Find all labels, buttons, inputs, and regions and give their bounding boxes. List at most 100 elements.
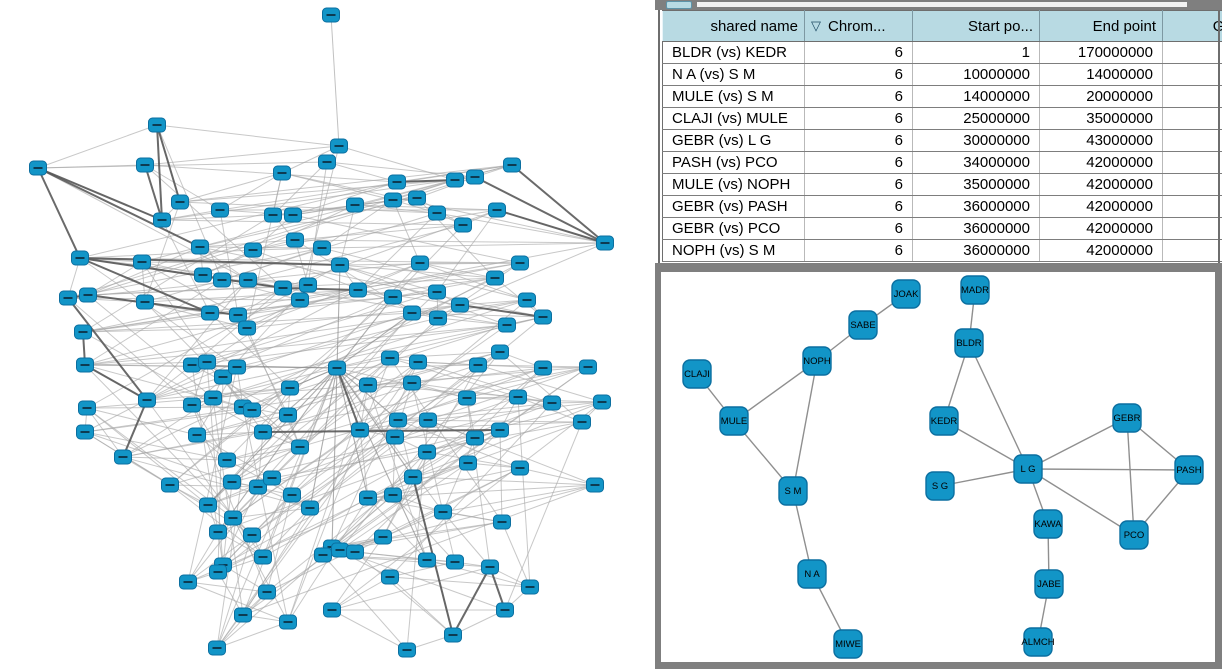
- table-cell[interactable]: 1: [912, 41, 1040, 64]
- table-cell[interactable]: 42000000: [1039, 195, 1163, 218]
- filter-icon[interactable]: ▽: [811, 17, 821, 33]
- network-edge-l-g-gebr[interactable]: [1027, 417, 1128, 470]
- network-node-label: [590, 484, 600, 486]
- table-cell[interactable]: 6.6: [1162, 63, 1222, 86]
- table-row[interactable]: BLDR (vs) KEDR61170000000192.0: [662, 41, 1222, 64]
- table-cell[interactable]: 36000000: [912, 217, 1040, 240]
- network-node-joak[interactable]: [891, 279, 921, 309]
- table-cell[interactable]: 192.0: [1162, 41, 1222, 64]
- network-edge-noph-s-m[interactable]: [792, 360, 818, 492]
- table-cell[interactable]: 8.9: [1162, 195, 1222, 218]
- network-edge: [187, 531, 219, 583]
- network-node-claji[interactable]: [682, 359, 712, 389]
- network-node-jabe[interactable]: [1034, 569, 1064, 599]
- table-cell[interactable]: 25000000: [912, 107, 1040, 130]
- network-node-mule[interactable]: [719, 406, 749, 436]
- table-cell[interactable]: 35000000: [912, 173, 1040, 196]
- network-node-pash[interactable]: [1174, 455, 1204, 485]
- network-edge: [37, 167, 81, 259]
- table-row[interactable]: CLAJI (vs) MULE625000000350000005.9: [662, 107, 1222, 130]
- table-cell[interactable]: 34000000: [912, 151, 1040, 174]
- network-node-kedr[interactable]: [929, 406, 959, 436]
- table-cell[interactable]: 35000000: [1039, 107, 1163, 130]
- table-row[interactable]: GEBR (vs) PASH636000000420000008.9: [662, 195, 1222, 218]
- table-row[interactable]: N A (vs) S M610000000140000006.6: [662, 63, 1222, 86]
- table-cell[interactable]: MULE (vs) S M: [662, 85, 805, 108]
- table-cell[interactable]: BLDR (vs) KEDR: [662, 41, 805, 64]
- network-edge-l-g-pash[interactable]: [1027, 468, 1190, 471]
- network-node-label: [393, 419, 403, 421]
- column-header-shared-name[interactable]: shared name: [662, 10, 805, 42]
- table-cell[interactable]: 42000000: [1039, 217, 1163, 240]
- table-cell[interactable]: 6: [804, 173, 913, 196]
- network-node-label: [217, 279, 227, 281]
- table-cell[interactable]: GEBR (vs) PASH: [662, 195, 805, 218]
- column-header-start-po[interactable]: Start po...: [912, 10, 1040, 42]
- column-header-end-point[interactable]: End point: [1039, 10, 1163, 42]
- table-cell[interactable]: 6: [804, 107, 913, 130]
- network-node-s-m[interactable]: [778, 476, 808, 506]
- table-panel-tab[interactable]: [666, 1, 692, 9]
- table-row[interactable]: MULE (vs) S M614000000200000007.5: [662, 85, 1222, 108]
- network-node-gebr[interactable]: [1112, 403, 1142, 433]
- network-node-noph[interactable]: [802, 346, 832, 376]
- network-edge-bldr-l-g[interactable]: [968, 342, 1029, 470]
- column-header-genetic[interactable]: Genetic...: [1162, 10, 1222, 42]
- table-cell[interactable]: 6: [804, 195, 913, 218]
- table-cell[interactable]: 6: [804, 239, 913, 262]
- table-cell[interactable]: 36000000: [912, 239, 1040, 262]
- network-edge-gebr-pco[interactable]: [1126, 417, 1135, 536]
- table-cell[interactable]: 36000000: [912, 195, 1040, 218]
- network-node-l-g[interactable]: [1013, 454, 1043, 484]
- table-cell[interactable]: CLAJI (vs) MULE: [662, 107, 805, 130]
- network-edge-l-g-pco[interactable]: [1027, 468, 1135, 536]
- table-cell[interactable]: NOPH (vs) S M: [662, 239, 805, 262]
- network-node-almch[interactable]: [1023, 627, 1053, 657]
- table-row[interactable]: GEBR (vs) PCO636000000420000008.4: [662, 217, 1222, 240]
- table-cell[interactable]: GEBR (vs) PCO: [662, 217, 805, 240]
- table-cell[interactable]: PASH (vs) PCO: [662, 151, 805, 174]
- network-node-label-almch: ALMCH: [1021, 637, 1054, 648]
- table-cell[interactable]: 42000000: [1039, 151, 1163, 174]
- table-cell[interactable]: 170000000: [1039, 41, 1163, 64]
- network-edge: [331, 609, 408, 651]
- table-cell[interactable]: 11.4: [1162, 151, 1222, 174]
- table-row[interactable]: MULE (vs) NOPH6350000004200000010.5: [662, 173, 1222, 196]
- table-cell[interactable]: 9.9: [1162, 239, 1222, 262]
- table-row[interactable]: PASH (vs) PCO6340000004200000011.4: [662, 151, 1222, 174]
- network-node-sabe[interactable]: [848, 310, 878, 340]
- network-node-n-a[interactable]: [797, 559, 827, 589]
- table-cell[interactable]: 6: [804, 217, 913, 240]
- table-cell[interactable]: 42000000: [1039, 173, 1163, 196]
- table-cell[interactable]: 6: [804, 85, 913, 108]
- network-node-s-g[interactable]: [925, 471, 955, 501]
- table-row[interactable]: NOPH (vs) S M636000000420000009.9: [662, 239, 1222, 262]
- table-cell[interactable]: 14000000: [912, 85, 1040, 108]
- table-cell[interactable]: 5.9: [1162, 107, 1222, 130]
- network-node-bldr[interactable]: [954, 328, 984, 358]
- table-cell[interactable]: 30000000: [912, 129, 1040, 152]
- table-cell[interactable]: 42000000: [1039, 239, 1163, 262]
- table-cell[interactable]: 8.4: [1162, 217, 1222, 240]
- table-cell[interactable]: N A (vs) S M: [662, 63, 805, 86]
- table-cell[interactable]: 20000000: [1039, 85, 1163, 108]
- table-cell[interactable]: 7.5: [1162, 85, 1222, 108]
- network-node-miwe[interactable]: [833, 629, 863, 659]
- table-cell[interactable]: 43000000: [1039, 129, 1163, 152]
- table-cell[interactable]: 14000000: [1039, 63, 1163, 86]
- table-cell[interactable]: 6: [804, 129, 913, 152]
- network-node-label: [238, 614, 248, 616]
- table-cell[interactable]: 10.5: [1162, 173, 1222, 196]
- column-header-chrom[interactable]: ▽ Chrom...: [804, 10, 913, 42]
- table-cell[interactable]: 6: [804, 63, 913, 86]
- table-row[interactable]: GEBR (vs) L G6300000004300000016.9: [662, 129, 1222, 152]
- table-cell[interactable]: GEBR (vs) L G: [662, 129, 805, 152]
- table-cell[interactable]: MULE (vs) NOPH: [662, 173, 805, 196]
- network-node-pco[interactable]: [1119, 520, 1149, 550]
- table-cell[interactable]: 16.9: [1162, 129, 1222, 152]
- network-node-madr[interactable]: [960, 275, 990, 305]
- table-cell[interactable]: 10000000: [912, 63, 1040, 86]
- network-node-kawa[interactable]: [1033, 509, 1063, 539]
- table-cell[interactable]: 6: [804, 151, 913, 174]
- table-cell[interactable]: 6: [804, 41, 913, 64]
